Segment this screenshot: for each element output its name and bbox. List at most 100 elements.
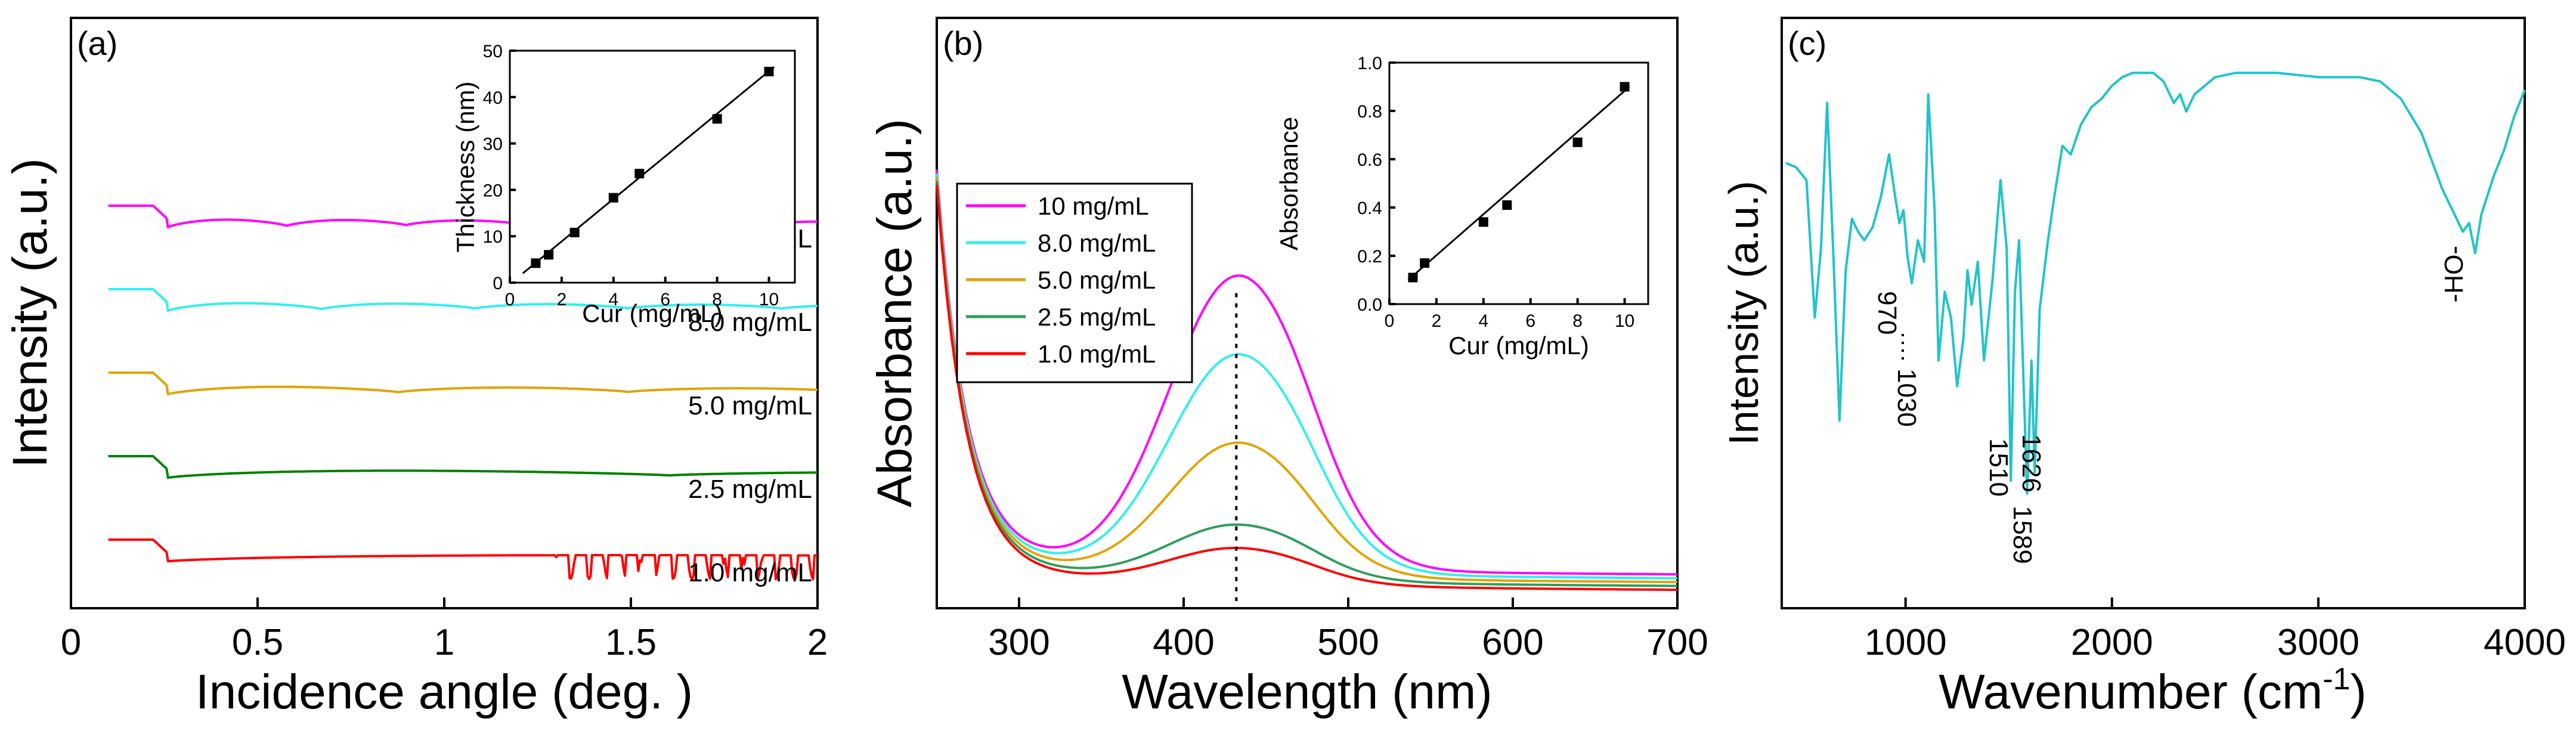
- panel-a-inset-points: [531, 67, 774, 268]
- panel-a-inset-ytick-label-4: 40: [483, 88, 503, 108]
- panel-a-inset-point-6: [764, 67, 774, 77]
- panel-a-inset-ytick-label-1: 10: [483, 227, 503, 247]
- panel-b-inset-ytick-label-5: 1.0: [1357, 54, 1382, 73]
- panel-b-curve-3: [936, 181, 1677, 587]
- panel-a-inset: 0 2 4 6 8 10 0 10 20 30 40 50 Cur (mg/mL) Thickness…: [451, 42, 796, 327]
- panel-b-x-ticks: 300 400 500 600 700: [988, 597, 1708, 663]
- panel-a-tick-label-4: 2: [807, 622, 828, 663]
- panel-a-inset-xtick-label-1: 2: [557, 290, 567, 309]
- panel-a-x-ticks: 0 0.5 1 1.5 2: [61, 597, 828, 663]
- panel-a-series-label-3: 2.5 mg/mL: [688, 475, 812, 504]
- panel-a-inset-xtick-label-4: 8: [712, 290, 722, 309]
- panel-a-inset-ytick-label-2: 20: [483, 181, 503, 200]
- panel-b-tick-label-3: 600: [1482, 622, 1543, 663]
- panel-a-curve-2: [108, 371, 818, 396]
- panel-b-y-axis-label: Absorbance (a.u.): [868, 119, 922, 507]
- panel-c-tick-label-0: 1000: [1865, 622, 1947, 663]
- panel-a-inset-point-2: [569, 227, 580, 237]
- panel-a-x-axis-label: Incidence angle (deg. ): [196, 665, 693, 719]
- panel-a-tick-label-3: 1.5: [605, 622, 657, 663]
- panel-c-x-axis-label-suffix: ): [2350, 665, 2366, 719]
- panel-b: (b) 300 400 500 600 700 Wavelength (nm) Abso…: [868, 17, 1708, 719]
- panel-c-annotation-1510: 1510: [1984, 438, 2013, 497]
- panel-b-legend-label-3: 2.5 mg/mL: [1038, 303, 1156, 331]
- panel-b-legend: 10 mg/mL 8.0 mg/mL 5.0 mg/mL 2.5 mg/mL 1.0 m…: [956, 182, 1193, 383]
- svg-text:Wavenumber (cm-1): Wavenumber (cm-1): [1939, 662, 2367, 719]
- panel-a-inset-x-label: Cur (mg/mL): [582, 299, 723, 327]
- panel-c-tick-label-1: 2000: [2071, 622, 2153, 663]
- panel-a-inset-point-5: [712, 114, 722, 124]
- panel-a-series-label-4: 1.0 mg/mL: [688, 558, 812, 587]
- panel-a-curves: [108, 205, 818, 581]
- panel-a-curve-4: [108, 538, 818, 581]
- panel-b-frame: [936, 17, 1679, 609]
- panel-b-curves: [936, 169, 1678, 592]
- panel-b-inset-x-label: Cur (mg/mL): [1448, 332, 1589, 360]
- panel-a-series-label-1: 8.0 mg/mL: [688, 308, 812, 337]
- panel-b-label: (b): [943, 24, 983, 62]
- panel-b-inset-ytick-label-2: 0.4: [1357, 199, 1382, 218]
- panel-a-curve-3: [108, 455, 818, 479]
- panel-b-inset-point-2: [1478, 217, 1488, 227]
- panel-a-inset-ytick-label-3: 30: [483, 135, 503, 154]
- panel-a-inset-point-3: [608, 193, 618, 203]
- panel-c-annotation-1030: 1030: [1892, 369, 1921, 427]
- panel-a: (a) 00.511.52 10 mg/mL8.0 mg/mL5.0 mg/mL…: [3, 17, 828, 719]
- panel-c: (c) 1000 2000 3000 4000 Wavenumber (cm-1) I…: [1720, 17, 2566, 719]
- panel-a-tick-label-1: 0.5: [232, 622, 283, 663]
- panel-b-inset-fit-line: [1407, 86, 1630, 281]
- panel-c-x-axis-label: Wavenumber (cm-1): [1939, 662, 2367, 719]
- panel-b-legend-label-2: 5.0 mg/mL: [1038, 266, 1156, 294]
- panel-a-curve-1: [108, 288, 818, 312]
- panel-b-curve-0: [936, 169, 1678, 576]
- panel-b-curve-4: [936, 185, 1677, 592]
- panel-c-annotation-970: 970: [1872, 291, 1902, 335]
- panel-a-inset-xtick-label-0: 0: [505, 290, 515, 309]
- panel-b-inset-xtick-label-0: 0: [1385, 311, 1395, 331]
- panel-c-annotation-1589: 1589: [2008, 506, 2037, 564]
- panel-a-inset-y-label: Thickness (nm): [451, 81, 479, 252]
- panel-b-legend-box: [956, 182, 1193, 383]
- panel-b-inset-ytick-label-1: 0.2: [1357, 247, 1382, 267]
- panel-a-inset-ytick-label-0: 0: [493, 274, 503, 293]
- panel-b-inset-y-label: Absorbance: [1275, 117, 1303, 250]
- panel-c-label: (c): [1788, 24, 1826, 62]
- panel-b-inset-xtick-label-5: 10: [1615, 311, 1634, 331]
- panel-a-inset-fit-line: [522, 66, 775, 274]
- panel-c-ftir-spectrum: [1785, 72, 2526, 495]
- panel-c-frame: [1781, 17, 2526, 609]
- panel-b-inset-ticks: 0 2 4 6 8 10 0.0 0.2 0.4 0.6 0.8 1.0: [1357, 54, 1634, 331]
- panel-c-x-axis-label-sup: -1: [2323, 662, 2350, 696]
- panel-b-inset-xtick-label-3: 6: [1525, 311, 1535, 331]
- panel-a-tick-label-2: 1: [434, 622, 454, 663]
- panel-b-curve-2: [936, 177, 1677, 584]
- panel-b-tick-label-1: 400: [1153, 622, 1214, 663]
- panel-c-tick-label-3: 4000: [2484, 622, 2566, 663]
- panel-b-tick-label-2: 500: [1317, 622, 1379, 663]
- panel-a-label: (a): [77, 24, 117, 62]
- panel-b-inset-point-0: [1408, 273, 1418, 283]
- panel-c-tick-label-2: 3000: [2277, 622, 2360, 663]
- panel-b-legend-label-4: 1.0 mg/mL: [1038, 340, 1156, 368]
- panel-c-y-axis-label: Intensity (a.u.): [1720, 181, 1767, 445]
- panel-b-inset-xtick-label-2: 4: [1478, 311, 1488, 331]
- panel-b-inset: 0 2 4 6 8 10 0.0 0.2 0.4 0.6 0.8 1.0 Cur (mg/mL) Ab…: [1275, 54, 1649, 360]
- panel-b-inset-ytick-label-4: 0.8: [1357, 102, 1382, 122]
- panel-a-inset-ytick-label-5: 50: [483, 42, 503, 61]
- panel-b-inset-point-4: [1572, 137, 1583, 147]
- panel-a-inset-xtick-label-2: 4: [608, 290, 618, 309]
- panel-b-inset-xtick-label-1: 2: [1432, 311, 1442, 331]
- panel-c-annotation-1626: 1626: [2017, 434, 2046, 493]
- panel-b-inset-xtick-label-4: 8: [1572, 311, 1583, 331]
- panel-c-x-ticks: 1000 2000 3000 4000: [1865, 597, 2566, 663]
- panel-a-inset-point-1: [544, 250, 554, 260]
- panel-b-curve-1: [936, 173, 1678, 580]
- panel-b-inset-point-3: [1502, 200, 1512, 210]
- panel-a-y-axis-label: Intensity (a.u.): [3, 158, 57, 468]
- panel-a-tick-label-0: 0: [61, 622, 81, 663]
- panel-a-series-label-2: 5.0 mg/mL: [688, 391, 812, 420]
- panel-a-inset-point-0: [531, 258, 541, 268]
- panel-b-tick-label-4: 700: [1646, 622, 1708, 663]
- panel-b-inset-point-1: [1420, 258, 1430, 268]
